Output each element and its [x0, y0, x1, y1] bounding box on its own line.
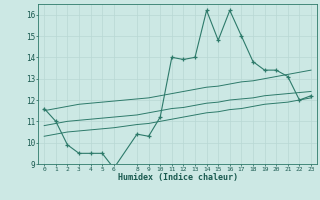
X-axis label: Humidex (Indice chaleur): Humidex (Indice chaleur)	[118, 173, 238, 182]
